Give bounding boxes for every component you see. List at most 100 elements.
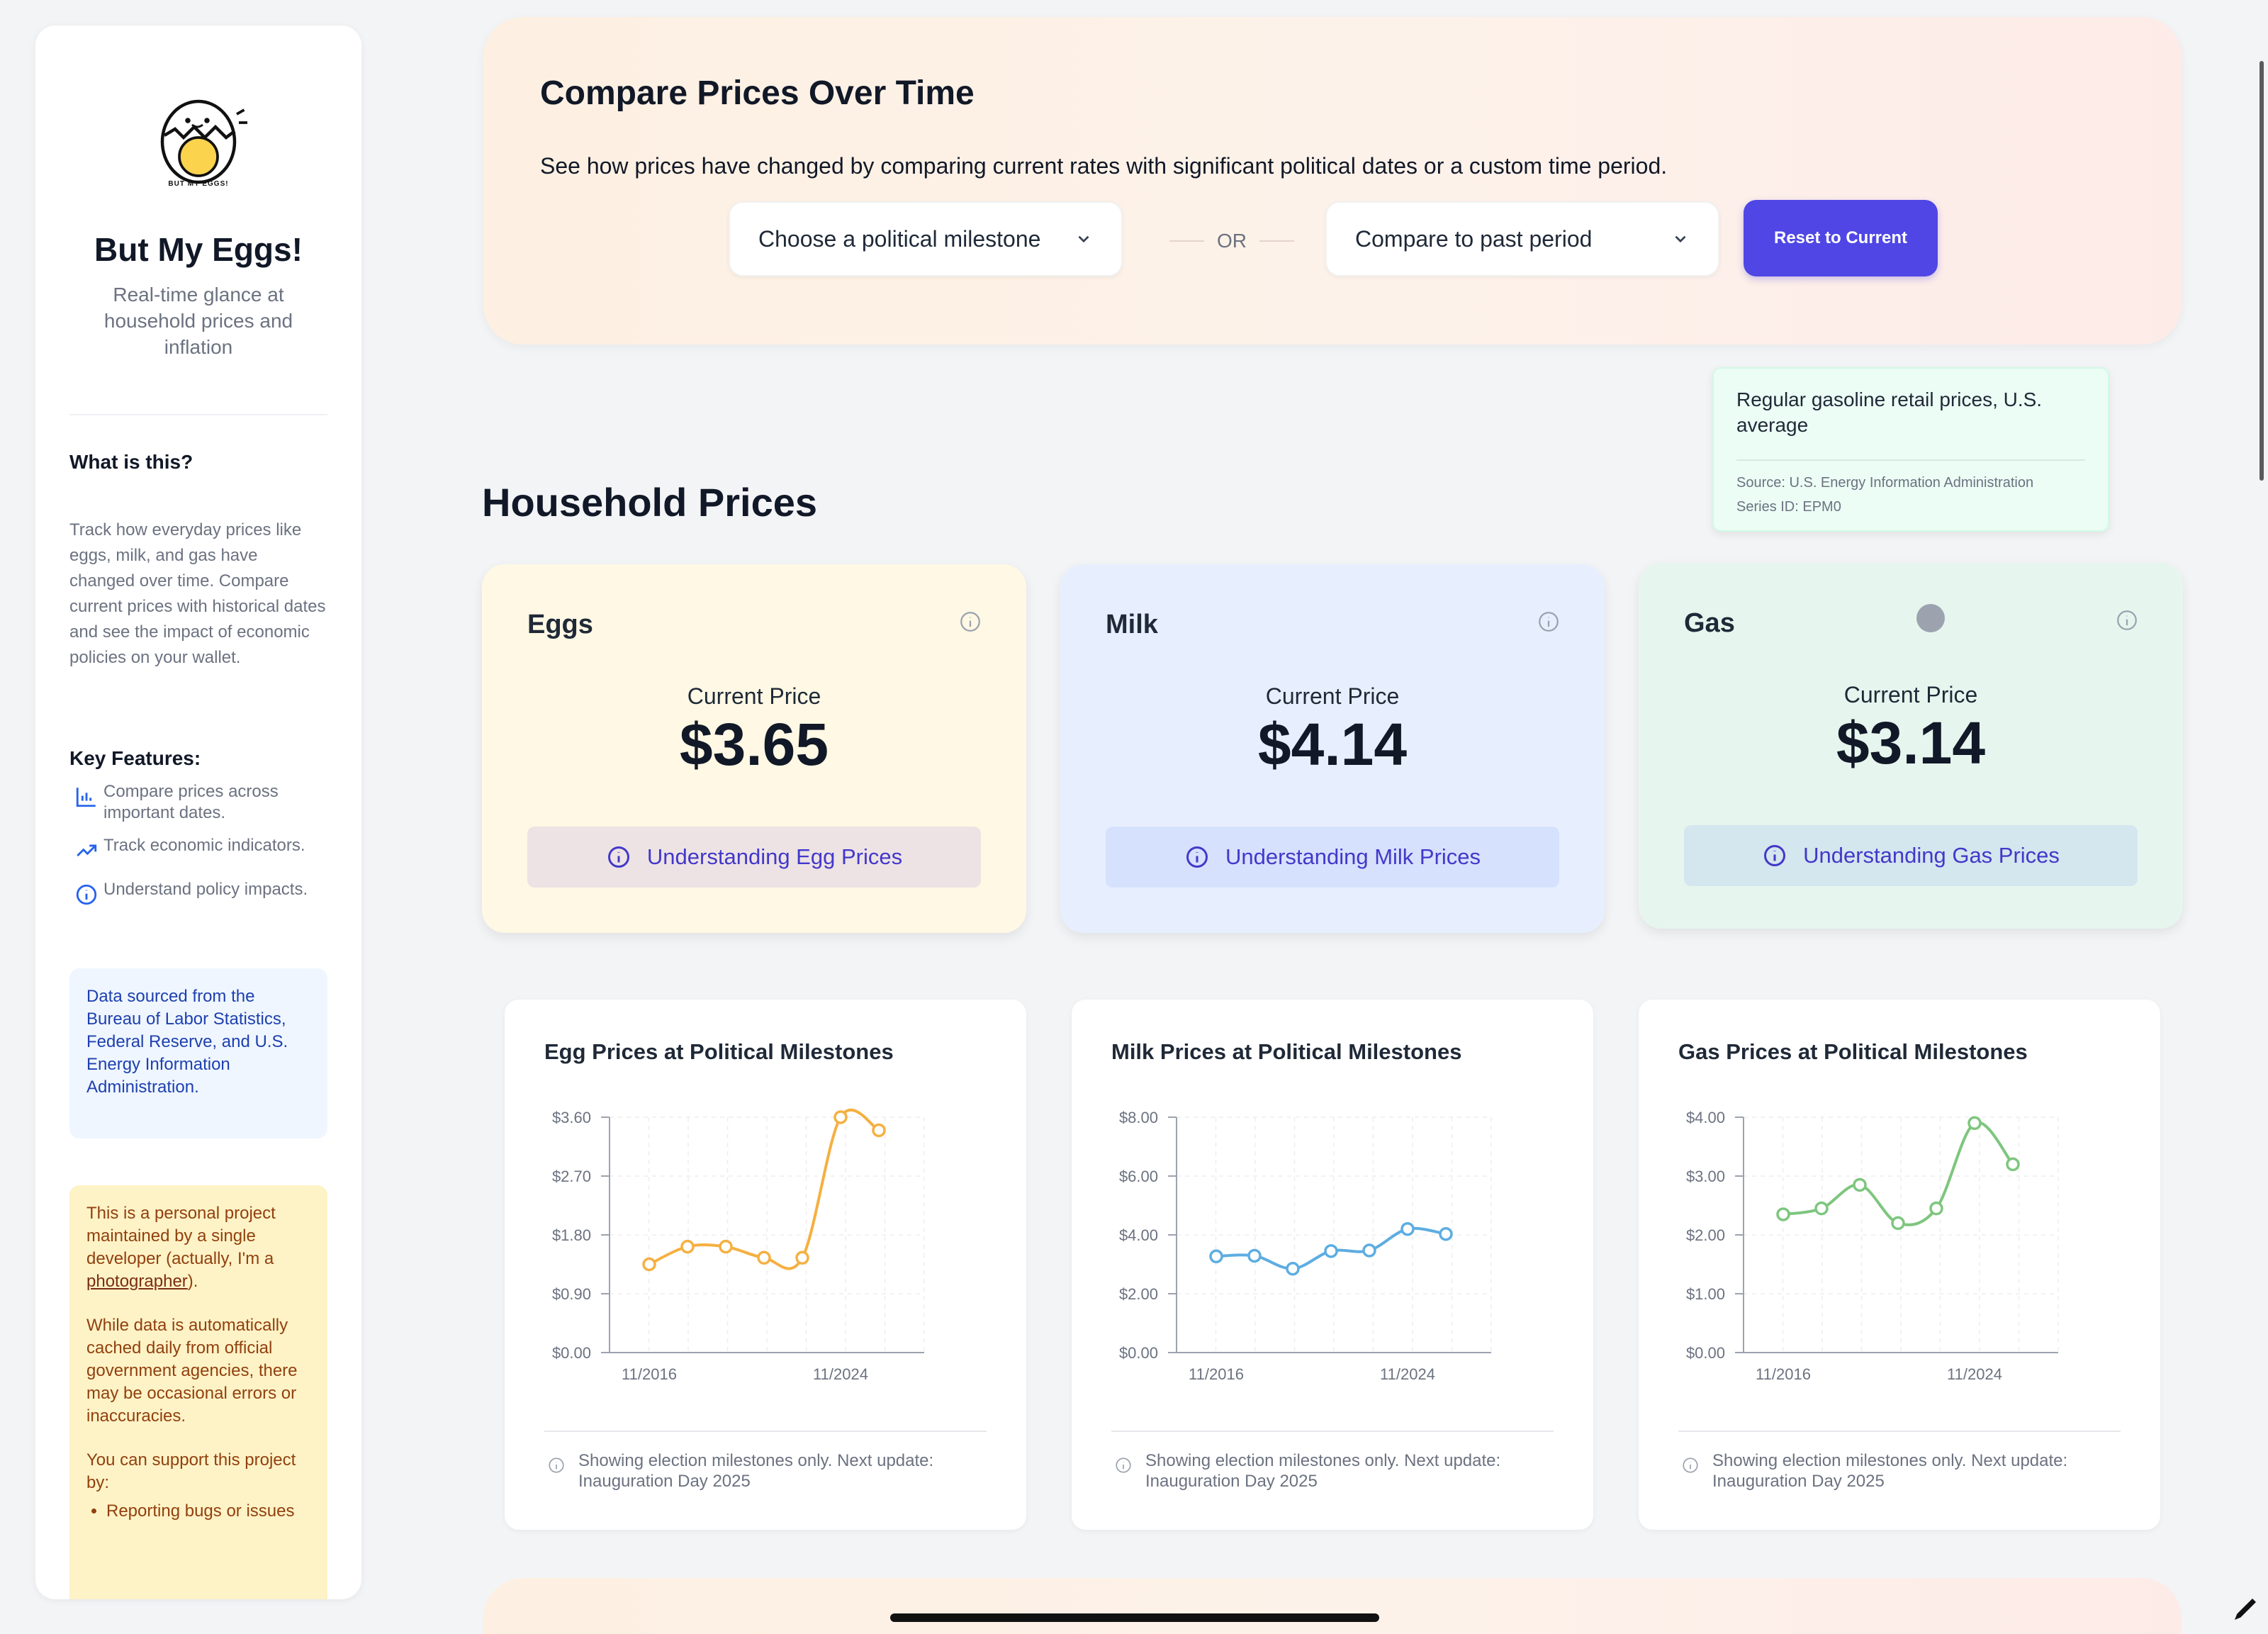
data-point	[1891, 1216, 1905, 1231]
support-item: Reporting bugs or issues	[106, 1500, 310, 1523]
tooltip-divider	[1736, 459, 2085, 461]
feature-item: Understand policy impacts.	[69, 878, 327, 912]
household-prices-title: Household Prices	[482, 480, 818, 525]
chevron-down-icon	[1078, 235, 1089, 243]
chevron-down-icon	[1675, 235, 1686, 243]
egg-price-card: Eggs Current Price $3.65 Understanding E…	[482, 564, 1026, 933]
data-point	[1853, 1177, 1867, 1192]
data-point	[1247, 1248, 1262, 1263]
chart-note: Showing election milestones only. Next u…	[578, 1451, 934, 1491]
x-tick-label: 11/2016	[622, 1365, 677, 1383]
page-scrollbar[interactable]	[2259, 61, 2264, 481]
x-tick-label: 11/2016	[1189, 1365, 1244, 1383]
info-icon	[1116, 1457, 1131, 1473]
y-tick-label: $2.70	[552, 1168, 591, 1185]
info-icon	[549, 1457, 564, 1473]
home-indicator[interactable]	[890, 1613, 1379, 1622]
y-tick-label: $2.00	[1119, 1285, 1158, 1303]
data-point	[833, 1110, 848, 1124]
y-tick-label: $1.80	[552, 1226, 591, 1244]
y-tick-label: $0.00	[552, 1344, 591, 1362]
disclaimer-paragraph: This is a personal project maintained by…	[86, 1202, 310, 1293]
data-point	[1967, 1116, 1982, 1131]
y-tick-label: $8.00	[1119, 1109, 1158, 1126]
data-source-note: Data sourced from the Bureau of Labor St…	[69, 968, 327, 1138]
info-icon[interactable]	[958, 610, 982, 634]
support-list: Reporting bugs or issues	[86, 1500, 310, 1523]
data-point	[1439, 1227, 1453, 1241]
info-icon	[607, 846, 629, 868]
x-tick-label: 11/2024	[1947, 1365, 2002, 1383]
y-tick-label: $1.00	[1686, 1285, 1725, 1303]
y-tick-label: $0.90	[552, 1285, 591, 1303]
features-heading: Key Features:	[69, 747, 201, 769]
what-text: Track how everyday prices like eggs, mil…	[69, 520, 326, 667]
next-section-panel	[483, 1578, 2182, 1634]
data-point	[1362, 1243, 1376, 1258]
pencil-icon[interactable]	[2231, 1595, 2259, 1623]
chart-title: Egg Prices at Political Milestones	[544, 1039, 894, 1064]
card-name: Gas	[1684, 608, 1735, 638]
current-price-label: Current Price	[1843, 682, 1978, 707]
support-heading: You can support this project by:	[86, 1450, 296, 1492]
understanding-milk-button[interactable]: Understanding Milk Prices	[1106, 827, 1559, 888]
separator-line	[1169, 240, 1204, 242]
card-name: Milk	[1106, 610, 1158, 639]
data-point	[1400, 1221, 1415, 1236]
tooltip-source: Source: U.S. Energy Information Administ…	[1736, 475, 2034, 491]
current-price-value: $3.14	[1836, 710, 1986, 776]
separator-line	[1259, 240, 1294, 242]
or-label: OR	[1217, 230, 1247, 252]
button-label: Understanding Egg Prices	[646, 844, 903, 869]
egg-chart-card: Egg Prices at Political Milestones $0.00…	[505, 1000, 1026, 1530]
y-tick-label: $4.00	[1686, 1109, 1725, 1126]
chart-divider	[1111, 1431, 1554, 1432]
or-separator: OR	[1169, 230, 1294, 252]
trending-up-icon	[69, 834, 103, 868]
current-price-value: $3.65	[679, 711, 829, 778]
photographer-link[interactable]: photographer	[86, 1272, 188, 1291]
milestone-select[interactable]: Choose a political milestone	[729, 201, 1123, 276]
button-label: Understanding Milk Prices	[1225, 844, 1481, 869]
current-price-label: Current Price	[687, 683, 821, 709]
app-logo: BUT MY EGGS!	[69, 82, 327, 188]
feature-item: Compare prices across important dates.	[69, 780, 327, 824]
milk-price-chart: $0.00 $2.00 $4.00 $6.00 $8.00 11/2016 11/2024	[1119, 1109, 1492, 1383]
pointer-cursor	[1916, 604, 1945, 632]
gas-price-chart: $0.00 $1.00 $2.00 $3.00 $4.00 11/2016 11/2024	[1686, 1109, 2059, 1383]
data-point	[2006, 1157, 2020, 1172]
info-icon[interactable]	[2115, 608, 2139, 632]
current-price-value: $4.14	[1257, 711, 1408, 778]
period-select[interactable]: Compare to past period	[1325, 201, 1719, 276]
info-icon	[1764, 845, 1786, 866]
data-point	[1286, 1261, 1300, 1276]
understanding-eggs-button[interactable]: Understanding Egg Prices	[527, 827, 981, 888]
reset-to-current-button[interactable]: Reset to Current	[1744, 200, 1938, 276]
compare-title: Compare Prices Over Time	[540, 74, 975, 112]
logo-caption: BUT MY EGGS!	[168, 180, 229, 188]
disclaimer-text: This is a personal project maintained by…	[86, 1204, 276, 1268]
disclaimer-text: ).	[187, 1272, 198, 1291]
sidebar-divider	[69, 414, 327, 415]
bar-chart-icon	[69, 780, 103, 814]
info-icon	[1683, 1457, 1698, 1473]
compare-description: See how prices have changed by comparing…	[540, 153, 1668, 179]
data-point	[642, 1257, 656, 1272]
data-point	[757, 1250, 771, 1265]
button-label: Understanding Gas Prices	[1803, 843, 2060, 868]
y-tick-label: $0.00	[1119, 1344, 1158, 1362]
feature-item: Track economic indicators.	[69, 834, 327, 868]
egg-price-chart: $0.00 $0.90 $1.80 $2.70 $3.60 11/2016 11/2024	[552, 1109, 925, 1383]
chart-divider	[544, 1431, 987, 1432]
data-point	[1814, 1201, 1829, 1216]
data-point	[872, 1123, 886, 1138]
gas-price-card: Gas Current Price $3.14 Understanding Ga…	[1639, 563, 2183, 929]
tooltip-series: Series ID: EPM0	[1736, 499, 1841, 515]
understanding-gas-button[interactable]: Understanding Gas Prices	[1684, 825, 2138, 886]
y-tick-label: $3.00	[1686, 1168, 1725, 1185]
sidebar: BUT MY EGGS! But My Eggs! Real-time glan…	[35, 26, 361, 1599]
compare-panel: Compare Prices Over Time See how prices …	[483, 17, 2182, 345]
app-subtitle: Real-time glance at household prices and…	[103, 284, 293, 358]
gas-chart-card: Gas Prices at Political Milestones $0.00…	[1639, 1000, 2160, 1530]
info-icon[interactable]	[1537, 610, 1561, 634]
